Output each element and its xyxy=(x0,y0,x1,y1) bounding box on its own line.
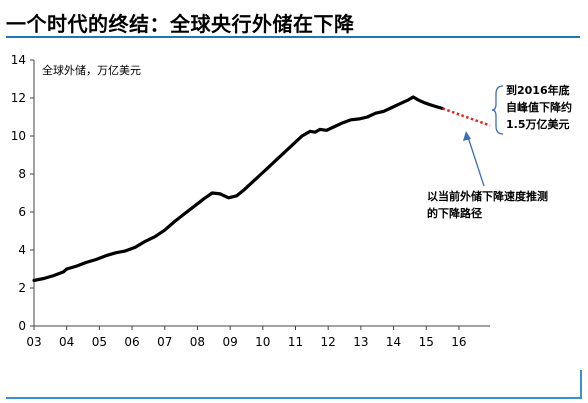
y-tick-label: 6 xyxy=(18,205,26,219)
x-tick-label: 16 xyxy=(451,335,466,349)
x-tick-label: 06 xyxy=(124,335,139,349)
page-title: 一个时代的终结：全球央行外储在下降 xyxy=(6,12,355,36)
annotation-bracket xyxy=(491,85,504,135)
x-tick-label: 14 xyxy=(386,335,401,349)
x-tick-label: 11 xyxy=(288,335,303,349)
x-tick-label: 12 xyxy=(321,335,336,349)
frame-right-edge xyxy=(580,370,582,398)
x-tick-label: 08 xyxy=(190,335,205,349)
x-tick-label: 13 xyxy=(353,335,368,349)
y-tick-label: 10 xyxy=(11,129,26,143)
chart-title: 全球外储，万亿美元 xyxy=(42,63,141,77)
x-tick-label: 04 xyxy=(59,335,74,349)
annotation-peak-decline-line: 自峰值下降约 xyxy=(506,100,572,114)
title-underline xyxy=(6,36,580,38)
x-tick-label: 15 xyxy=(419,335,434,349)
frame-bottom-edge xyxy=(6,397,582,399)
annotation-projection-line: 的下降路径 xyxy=(427,206,482,220)
x-tick-label: 05 xyxy=(92,335,107,349)
y-tick-label: 4 xyxy=(18,243,26,257)
x-tick-label: 09 xyxy=(222,335,237,349)
y-tick-label: 14 xyxy=(11,53,26,67)
annotation-arrow-shaft xyxy=(467,136,485,187)
y-tick-label: 8 xyxy=(18,167,26,181)
annotation-arrow-head xyxy=(463,131,471,141)
y-tick-label: 2 xyxy=(18,281,26,295)
x-tick-label: 03 xyxy=(26,335,41,349)
projected-decline-line xyxy=(442,107,491,127)
y-tick-label: 12 xyxy=(11,91,26,105)
x-tick-label: 07 xyxy=(157,335,172,349)
annotation-peak-decline-line: 到2016年底 xyxy=(506,83,570,97)
y-tick-label: 0 xyxy=(18,319,26,333)
annotation-peak-decline-line: 1.5万亿美元 xyxy=(506,117,570,131)
annotation-projection-line: 以当前外储下降速度推测 xyxy=(427,189,548,203)
x-tick-label: 10 xyxy=(255,335,270,349)
reserves-line xyxy=(32,95,445,282)
